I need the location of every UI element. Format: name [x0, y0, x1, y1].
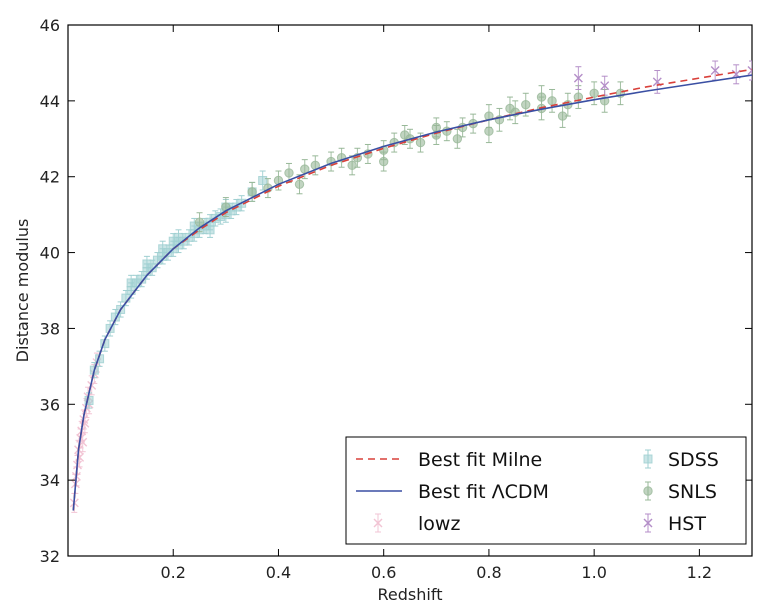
marker [589, 88, 599, 98]
data-point [347, 155, 357, 176]
legend-label: SDSS [668, 449, 719, 471]
data-point [336, 147, 347, 168]
marker [547, 96, 557, 106]
tick-layer: 0.2 0.4 0.6 0.8 1.0 1.2 32 34 36 38 40 42 44 46 [40, 16, 752, 582]
marker [415, 137, 426, 148]
marker [452, 134, 463, 144]
marker [284, 168, 294, 178]
series-line-best-fit-cdm [72, 74, 752, 511]
marker [294, 179, 305, 190]
y-tick-label: 44 [40, 92, 60, 111]
marker [600, 81, 610, 91]
series-snls [194, 81, 626, 233]
legend-marker [643, 518, 653, 528]
data-point [126, 274, 136, 291]
data-point [573, 66, 583, 90]
marker [258, 176, 268, 186]
data-point [547, 88, 557, 113]
marker [521, 99, 531, 110]
data-point [247, 181, 257, 202]
legend-entry: HST [643, 513, 706, 535]
legend-label: HST [668, 513, 706, 535]
marker [158, 244, 168, 254]
data-point [415, 132, 426, 153]
legend-marker [643, 486, 653, 496]
data-point [747, 60, 752, 81]
legend-entry: lowz [373, 513, 460, 535]
y-tick-label: 42 [40, 168, 60, 187]
x-tick-label: 0.6 [371, 563, 396, 582]
legend: Best fit Milne SDSS Best fit ΛCDM SNLS lowz H… [345, 436, 747, 545]
data-point [600, 75, 610, 96]
x-tick-label: 1.2 [687, 563, 712, 582]
marker [400, 130, 410, 140]
y-tick-label: 38 [40, 319, 60, 338]
series-sdss [84, 170, 268, 409]
y-tick-label: 32 [40, 547, 60, 566]
data-point [589, 81, 599, 106]
legend-entry: SNLS [643, 481, 717, 503]
data-point [615, 81, 626, 106]
data-point [521, 92, 531, 117]
marker [747, 66, 752, 76]
data-point [494, 107, 505, 132]
marker [557, 111, 568, 121]
legend-label: Best fit ΛCDM [418, 481, 549, 503]
data-point [273, 170, 284, 191]
y-tick-label: 46 [40, 16, 60, 35]
data-point [142, 255, 152, 273]
marker [505, 103, 515, 114]
marker [536, 92, 547, 102]
data-point [484, 119, 494, 144]
marker [484, 126, 494, 136]
legend-box [345, 436, 747, 545]
marker [431, 122, 442, 133]
x-axis-label: Redshift [378, 585, 443, 604]
data-point [710, 60, 720, 81]
marker [378, 156, 389, 167]
data-point [731, 64, 741, 85]
x-tick-label: 0.2 [161, 563, 186, 582]
y-tick-label: 36 [40, 395, 60, 414]
legend-entry: SDSS [643, 449, 719, 471]
data-point [258, 170, 268, 191]
data-point [310, 155, 320, 176]
legend-entry: Best fit Milne [356, 449, 542, 471]
y-tick-label: 34 [40, 471, 60, 490]
plot-area: 0.2 0.4 0.6 0.8 1.0 1.2 32 34 36 38 40 42 44 46 [40, 16, 753, 582]
legend-marker [373, 518, 383, 528]
marker [142, 259, 152, 269]
marker [126, 278, 136, 288]
data-point [300, 159, 310, 180]
marker [710, 66, 720, 76]
data-point [378, 151, 389, 172]
y-tick-label: 40 [40, 244, 60, 263]
legend-entry: Best fit ΛCDM [356, 481, 549, 503]
data-point [326, 151, 336, 172]
data-point [536, 85, 547, 109]
legend-label: Best fit Milne [418, 449, 542, 471]
y-axis-label: Distance modulus [13, 219, 32, 363]
marker [205, 225, 215, 235]
data-point [400, 125, 410, 145]
axes-frame [67, 24, 753, 557]
series-hst [573, 60, 752, 96]
x-tick-label: 1.0 [581, 563, 606, 582]
marker [168, 236, 178, 246]
series-layer [69, 60, 752, 513]
marker [247, 187, 257, 197]
marker [347, 160, 357, 171]
legend-marker [643, 454, 653, 464]
legend-label: SNLS [668, 481, 717, 503]
x-tick-label: 0.4 [266, 563, 291, 582]
legend-label: lowz [418, 513, 460, 535]
data-point [452, 128, 463, 149]
marker [194, 217, 205, 227]
x-tick-label: 0.8 [476, 563, 501, 582]
marker [573, 73, 583, 83]
